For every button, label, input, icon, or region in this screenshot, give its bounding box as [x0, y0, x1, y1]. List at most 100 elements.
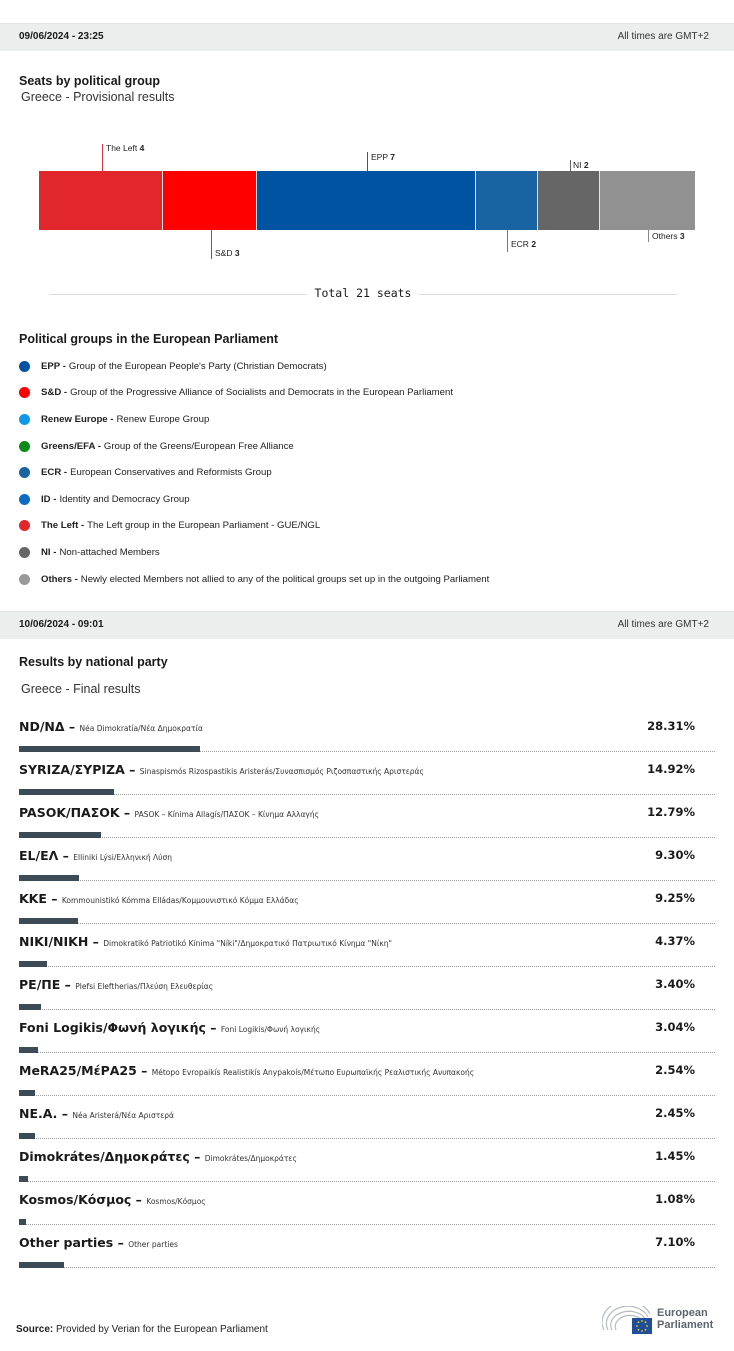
eu-flag-icon [632, 1318, 652, 1334]
party-percentage: 3.04% [655, 1020, 695, 1034]
source-text: Provided by Verian for the European Parl… [56, 1324, 268, 1335]
row-divider [19, 751, 715, 752]
party-bar [19, 1176, 29, 1182]
party-row: NE.A. – Néa Aristerá/Νέα Αριστερά 2.45% [19, 1098, 715, 1141]
party-percentage: 9.25% [655, 891, 695, 905]
callout-value: 3 [679, 231, 685, 241]
legend-item-greens: Greens/EFA - Group of the Greens/European… [19, 433, 719, 460]
legend-desc: European Conservatives and Reformists Gr… [70, 467, 272, 479]
party-full-name: Métopo Evropaikís Realistikís Anypakoís/… [151, 1068, 475, 1077]
party-name: NIKI/NIKH [19, 934, 89, 949]
seat-segment-epp[interactable] [257, 171, 476, 230]
callout-value: 3 [234, 248, 240, 258]
party-bar [19, 1047, 39, 1053]
legend-desc: The Left group in the European Parliamen… [87, 520, 321, 532]
party-full-name: Kommounistikó Kómma Elládas/Κομμουνιστικ… [61, 896, 299, 905]
party-name: ND/ΝΔ [19, 719, 65, 734]
party-percentage: 1.08% [655, 1192, 695, 1206]
row-divider [19, 966, 715, 967]
party-name: NE.A. [19, 1106, 58, 1121]
party-full-name: Néa Dimokratía/Νέα Δημοκρατία [79, 724, 204, 733]
party-full-name: Néa Aristerá/Νέα Αριστερά [72, 1111, 174, 1120]
row-divider [19, 794, 715, 795]
legend-item-id: ID - Identity and Democracy Group [19, 486, 719, 513]
timestamp: 10/06/2024 - 09:01 [19, 619, 104, 630]
party-percentage: 1.45% [655, 1149, 695, 1163]
legend-abbr: NI - [41, 546, 57, 558]
legend-desc: Non-attached Members [59, 546, 160, 558]
callout-tick-sd [211, 230, 212, 259]
dot-icon [19, 413, 30, 425]
party-bar [19, 1262, 65, 1268]
results-subtitle: Greece - Final results [21, 682, 141, 696]
callout-label: S&D [215, 248, 233, 258]
party-name: SYRIZA/ΣΥΡΙΖΑ [19, 762, 125, 777]
party-percentage: 3.40% [655, 977, 695, 991]
party-percentage: 2.45% [655, 1106, 695, 1120]
legend-desc: Identity and Democracy Group [59, 493, 190, 505]
seat-segment-sd[interactable] [163, 171, 257, 230]
timestamp-band-seats: 09/06/2024 - 23:25 All times are GMT+2 [0, 23, 734, 51]
legend-abbr: ECR - [41, 467, 68, 479]
seat-segment-ecr[interactable] [476, 171, 538, 230]
legend-item-ecr: ECR - European Conservatives and Reformis… [19, 459, 719, 486]
party-name: Kosmos/Κόσμος [19, 1192, 132, 1207]
legend-item-others: Others - Newly elected Members not allied… [19, 566, 719, 593]
legend-abbr: Renew Europe - [41, 413, 114, 425]
party-row: Dimokrátes/Δημοκράτες – Dimokrátes/Δημοκ… [19, 1141, 715, 1184]
callout-value: 2 [531, 239, 537, 249]
party-row: Foni Logikis/Φωνή λογικής – Foni Logikis… [19, 1012, 715, 1055]
timestamp-band-results: 10/06/2024 - 09:01 All times are GMT+2 [0, 611, 734, 639]
callout-value: 7 [390, 152, 395, 162]
party-row: PASOK/ΠΑΣΟΚ – PASOK – Kínima Allagís/ΠΑΣ… [19, 797, 715, 840]
callout-others: Others 3 [652, 231, 685, 241]
callout-ecr: ECR 2 [511, 239, 536, 249]
party-full-name: Foni Logikis/Φωνή λογικής [220, 1025, 321, 1034]
legend-abbr: The Left - [41, 520, 85, 532]
dot-icon [19, 546, 30, 558]
callout-value: 4 [139, 143, 145, 153]
party-full-name: Dimokratikó Patriotikó Kínima "Níki"/Δημ… [103, 939, 392, 948]
row-divider [19, 1138, 715, 1139]
seat-segment-others[interactable] [600, 171, 695, 230]
row-divider [19, 1181, 715, 1182]
party-percentage: 4.37% [655, 934, 695, 948]
party-row: Kosmos/Κόσμος – Kosmos/Κόσμος 1.08% [19, 1184, 715, 1227]
seat-segment-the-left[interactable] [39, 171, 163, 230]
seats-subtitle: Greece - Provisional results [21, 90, 175, 104]
party-percentage: 28.31% [647, 719, 695, 733]
callout-tick-ni [570, 160, 571, 171]
party-name: PASOK/ΠΑΣΟΚ [19, 805, 120, 820]
party-full-name: Kosmos/Κόσμος [146, 1197, 206, 1206]
party-row: ND/ΝΔ – Néa Dimokratía/Νέα Δημοκρατία 28.… [19, 711, 715, 754]
party-full-name: PASOK – Kínima Allagís/ΠΑΣΟΚ – Κίνημα Αλ… [134, 810, 319, 819]
dot-icon [19, 387, 30, 399]
callout-tick-epp [367, 152, 368, 171]
legend-abbr: S&D - [41, 387, 68, 399]
dot-icon [19, 360, 30, 372]
dot-icon [19, 493, 30, 505]
callout-tick-others [648, 230, 649, 242]
seat-segment-ni[interactable] [538, 171, 600, 230]
party-percentage: 9.30% [655, 848, 695, 862]
party-row: MeRA25/ΜέΡΑ25 – Métopo Evropaikís Realis… [19, 1055, 715, 1098]
legend-desc: Group of the European People's Party (Ch… [68, 360, 327, 372]
callout-label: NI [573, 160, 582, 170]
timezone-note: All times are GMT+2 [617, 619, 709, 630]
row-divider [19, 1009, 715, 1010]
european-parliament-logo: European Parliament [601, 1300, 722, 1338]
callout-the-left: The Left 4 [106, 143, 144, 153]
legend-desc: Group of the Progressive Alliance of Soc… [70, 387, 454, 399]
legend-item-epp: EPP - Group of the European People's Part… [19, 353, 719, 380]
party-bar [19, 832, 101, 838]
callout-label: ECR [511, 239, 529, 249]
row-divider [19, 1267, 715, 1268]
party-full-name: Sinaspismós Rizospastikis Aristerás/Συνα… [139, 767, 424, 776]
row-divider [19, 1052, 715, 1053]
party-percentage: 2.54% [655, 1063, 695, 1077]
legend-title: Political groups in the European Parliam… [19, 332, 279, 346]
callout-label: Others [652, 231, 678, 241]
source-note: Source: Provided by Verian for the Europ… [16, 1324, 268, 1335]
row-divider [19, 1224, 715, 1225]
party-bar [19, 918, 79, 924]
